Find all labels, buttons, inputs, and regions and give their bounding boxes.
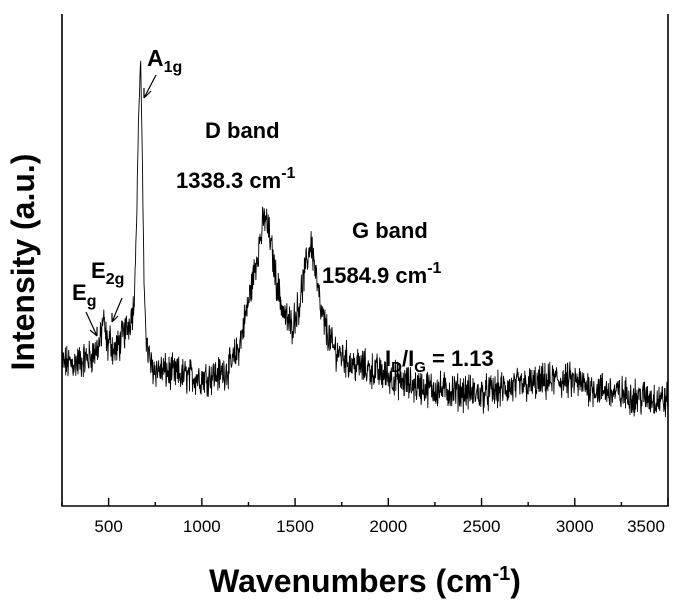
annotation-d-band-value: 1338.3 cm-1 (176, 165, 296, 193)
x-axis-title: Wavenumbers (cm-1) (209, 563, 521, 599)
x-tick-label-3500: 3500 (627, 517, 665, 536)
annotation-a1g: A1g (147, 45, 182, 76)
y-axis-title: Intensity (a.u.) (5, 154, 41, 371)
arrow-eg (85, 311, 98, 337)
x-tick-label-1500: 1500 (276, 517, 314, 536)
spectrum-line (61, 60, 669, 418)
x-axis-ticks: 500 1000 1500 2000 2500 3000 3500 (61, 498, 669, 536)
x-tick-label-3000: 3000 (556, 517, 594, 536)
annotation-g-band-value: 1584.9 cm-1 (322, 260, 442, 288)
arrow-a1g (143, 74, 157, 99)
x-tick-label-500: 500 (94, 517, 122, 536)
annotation-g-band-label: G band (352, 218, 428, 243)
annotation-e2g: E2g (91, 258, 124, 288)
annotation-id-ig-ratio: ID/IG = 1.13 (385, 346, 494, 376)
x-tick-label-2500: 2500 (463, 517, 501, 536)
arrow-e2g (111, 297, 123, 323)
annotation-d-band-label: D band (205, 118, 280, 143)
x-tick-label-2000: 2000 (369, 517, 407, 536)
annotation-eg: Eg (72, 280, 96, 310)
plot-frame (61, 14, 669, 507)
x-tick-label-1000: 1000 (183, 517, 221, 536)
